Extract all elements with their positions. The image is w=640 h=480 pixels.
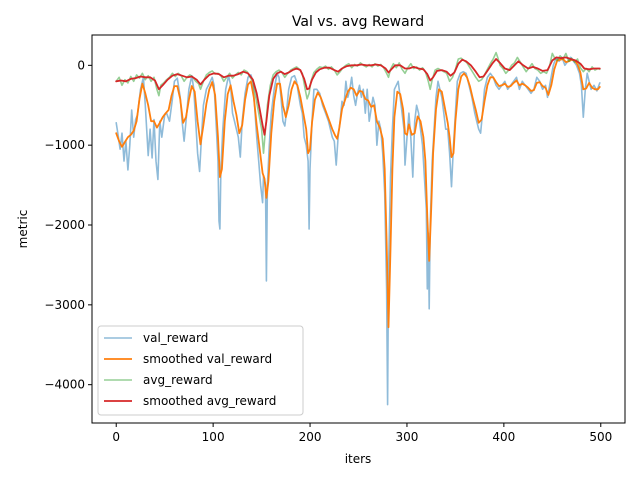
series-line-val_reward: [115, 56, 601, 406]
y-axis: 0 −1000 −2000 −3000 −4000: [44, 58, 92, 392]
chart-title: Val vs. avg Reward: [292, 14, 424, 30]
series-line-avg_reward: [115, 51, 601, 154]
series-layer: [115, 51, 601, 406]
y-tick-label: −1000: [44, 138, 85, 152]
series-line-smoothed-avg_reward: [115, 56, 601, 136]
x-tick-label: 300: [396, 430, 419, 444]
plot-area-frame: [91, 34, 626, 424]
legend-label: avg_reward: [143, 373, 213, 387]
x-tick-label: 200: [299, 430, 322, 444]
legend-entries: val_reward smoothed val_reward avg_rewards…: [104, 331, 276, 408]
legend-box: [97, 325, 304, 416]
series-line-smoothed-val_reward: [115, 58, 601, 329]
y-tick-label: −3000: [44, 298, 85, 312]
x-tick-label: 500: [589, 430, 612, 444]
y-axis-title: metric: [16, 210, 30, 249]
legend-label: smoothed val_reward: [143, 352, 272, 366]
legend-label: smoothed avg_reward: [143, 394, 276, 408]
legend-label: val_reward: [143, 331, 208, 345]
x-axis-title: iters: [345, 452, 372, 466]
x-tick-label: 0: [112, 430, 120, 444]
x-tick-label: 400: [492, 430, 515, 444]
x-axis: 0 100 200 300 400 500: [112, 423, 612, 444]
y-tick-label: −2000: [44, 218, 85, 232]
x-tick-label: 100: [202, 430, 225, 444]
legend: val_reward smoothed val_reward avg_rewards…: [97, 325, 304, 416]
y-tick-label: 0: [77, 58, 85, 72]
y-tick-label: −4000: [44, 378, 85, 392]
